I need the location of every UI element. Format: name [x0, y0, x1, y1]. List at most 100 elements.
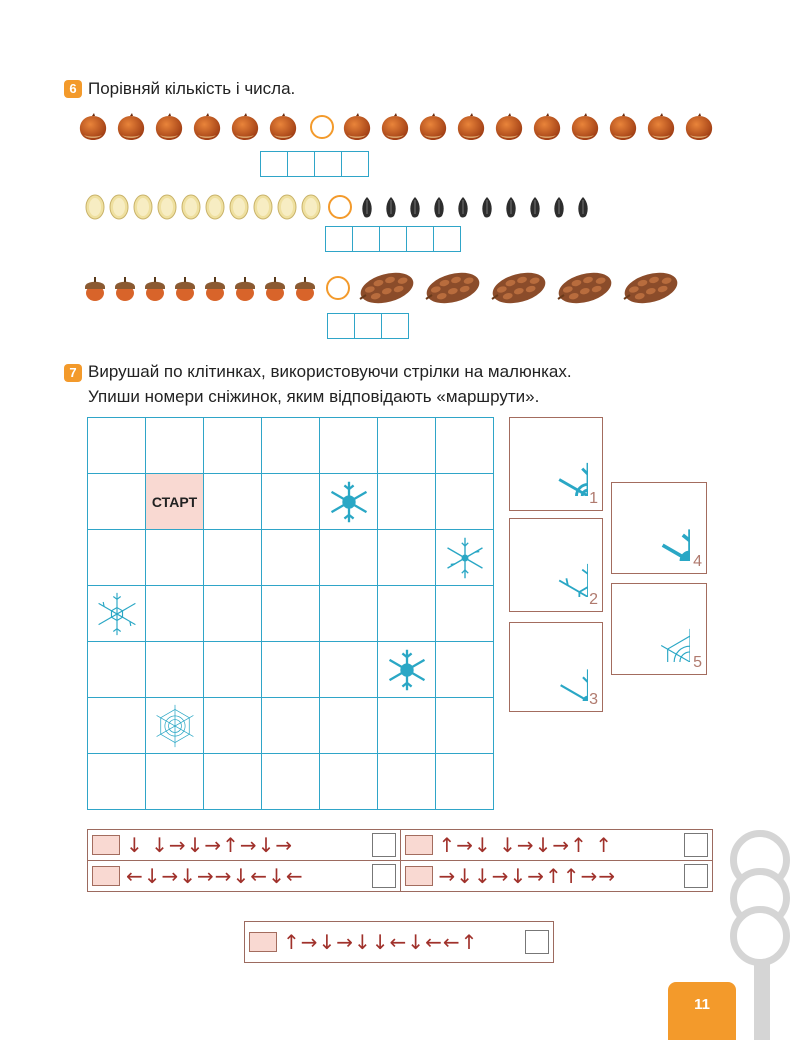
grid-cell	[146, 698, 204, 754]
answer-cell[interactable]	[325, 226, 353, 252]
grid-cell	[146, 642, 204, 698]
pine-cone-icon	[358, 269, 416, 307]
pumpkin-seed-icon	[228, 193, 250, 221]
answer-cell[interactable]	[260, 151, 288, 177]
hazelnut-icon	[380, 113, 410, 141]
grid-cell	[204, 530, 262, 586]
grid-cell	[320, 474, 378, 530]
start-marker	[249, 932, 277, 952]
grid-cell	[146, 418, 204, 474]
route-cell-5: ↑→↓→↓↓←↓←←↑	[244, 921, 554, 963]
grid-cell	[378, 754, 436, 810]
answer-cell[interactable]	[341, 151, 369, 177]
grid-cell	[436, 754, 494, 810]
answer-cell[interactable]	[327, 313, 355, 339]
hazelnut-icon	[608, 113, 638, 141]
routes-table: ↓ ↓→↓→↑→↓→ ↑→↓ ↓→↓→↑ ↑ ←↓→↓→→↓←↓← →↓↓→↓→…	[87, 829, 713, 892]
start-marker	[404, 835, 433, 855]
answer-cell[interactable]	[314, 151, 342, 177]
sunflower-seed-icon	[480, 196, 494, 218]
grid-cell	[88, 698, 146, 754]
answer-cell[interactable]	[354, 313, 382, 339]
hazelnut-icon	[570, 113, 600, 141]
grid-cell	[262, 474, 320, 530]
hazelnut-icon	[268, 113, 298, 141]
task-7-number-badge: 7	[64, 364, 82, 382]
grid-cell	[262, 698, 320, 754]
seed-row	[84, 193, 600, 221]
grid-cell	[378, 642, 436, 698]
snowflake-icon	[94, 591, 140, 637]
card-number: 1	[589, 490, 598, 507]
sunflower-seed-icon	[360, 196, 374, 218]
comparison-circle[interactable]	[310, 115, 334, 139]
grid-cell	[436, 642, 494, 698]
task-7-instruction-line-2: Упиши номери сніжинок, яким відповідають…	[88, 387, 540, 406]
hazelnut-icon	[230, 113, 260, 141]
comparison-circle[interactable]	[326, 276, 350, 300]
answer-cell[interactable]	[433, 226, 461, 252]
grid-cell	[378, 586, 436, 642]
grid-cell	[204, 418, 262, 474]
hazelnut-icon	[116, 113, 146, 141]
acorn-icon	[202, 274, 228, 302]
grid-cell	[436, 418, 494, 474]
card-number: 2	[589, 591, 598, 608]
route-answer-box[interactable]	[684, 833, 708, 857]
task-6-instruction: Порівняй кількість і числа.	[88, 79, 296, 98]
snowflake-icon	[326, 479, 372, 525]
answer-cell[interactable]	[287, 151, 315, 177]
route-arrows: ↑→↓→↓↓←↓←←↑	[283, 930, 479, 954]
snowflake-card-5: 5	[611, 583, 707, 675]
route-answer-box[interactable]	[371, 833, 396, 857]
route-answer-box[interactable]	[525, 930, 549, 954]
start-cell: СТАРТ	[146, 474, 204, 530]
route-arrows: ↓ ↓→↓→↑→↓→	[126, 833, 294, 857]
grid-cell	[146, 754, 204, 810]
pumpkin-seed-icon	[132, 193, 154, 221]
acorn-icon	[232, 274, 258, 302]
pine-cone-icon	[490, 269, 548, 307]
grid-cell	[88, 754, 146, 810]
route-cell: ↑→↓ ↓→↓→↑ ↑	[399, 830, 713, 860]
acorn-icon	[142, 274, 168, 302]
route-answer-box[interactable]	[371, 864, 396, 888]
grid-cell	[262, 530, 320, 586]
route-answer-box[interactable]	[684, 864, 708, 888]
answer-boxes-row-3[interactable]	[327, 313, 409, 339]
answer-cell[interactable]	[381, 313, 409, 339]
answer-boxes-row-2[interactable]	[325, 226, 461, 252]
hazelnut-icon	[494, 113, 524, 141]
pumpkin-seed-icon	[252, 193, 274, 221]
start-marker	[92, 835, 120, 855]
pine-cone-icon	[424, 269, 482, 307]
grid-cell	[88, 474, 146, 530]
pumpkin-seed-icon	[276, 193, 298, 221]
grid-cell	[320, 530, 378, 586]
acorn-cone-row	[82, 269, 688, 307]
answer-cell[interactable]	[352, 226, 380, 252]
card-number: 3	[589, 691, 598, 708]
sunflower-seed-icon	[456, 196, 470, 218]
comparison-circle[interactable]	[328, 195, 352, 219]
hazelnut-icon	[418, 113, 448, 141]
hazelnut-icon	[192, 113, 222, 141]
snowflake-card-3: 3	[509, 622, 603, 712]
grid-cell	[378, 698, 436, 754]
snowflake-icon	[442, 535, 488, 581]
hazelnut-icon	[456, 113, 486, 141]
grid-cell	[204, 698, 262, 754]
grid-cell	[320, 754, 378, 810]
grid-cell	[146, 586, 204, 642]
grid-cell	[262, 418, 320, 474]
grid-cell	[320, 698, 378, 754]
hazelnut-icon	[154, 113, 184, 141]
answer-cell[interactable]	[406, 226, 434, 252]
answer-boxes-row-1[interactable]	[260, 151, 369, 177]
answer-cell[interactable]	[379, 226, 407, 252]
sunflower-seed-icon	[408, 196, 422, 218]
pine-cone-icon	[556, 269, 614, 307]
sunflower-seed-icon	[432, 196, 446, 218]
snowflake-card-4: 4	[611, 482, 707, 574]
sunflower-seed-icon	[504, 196, 518, 218]
